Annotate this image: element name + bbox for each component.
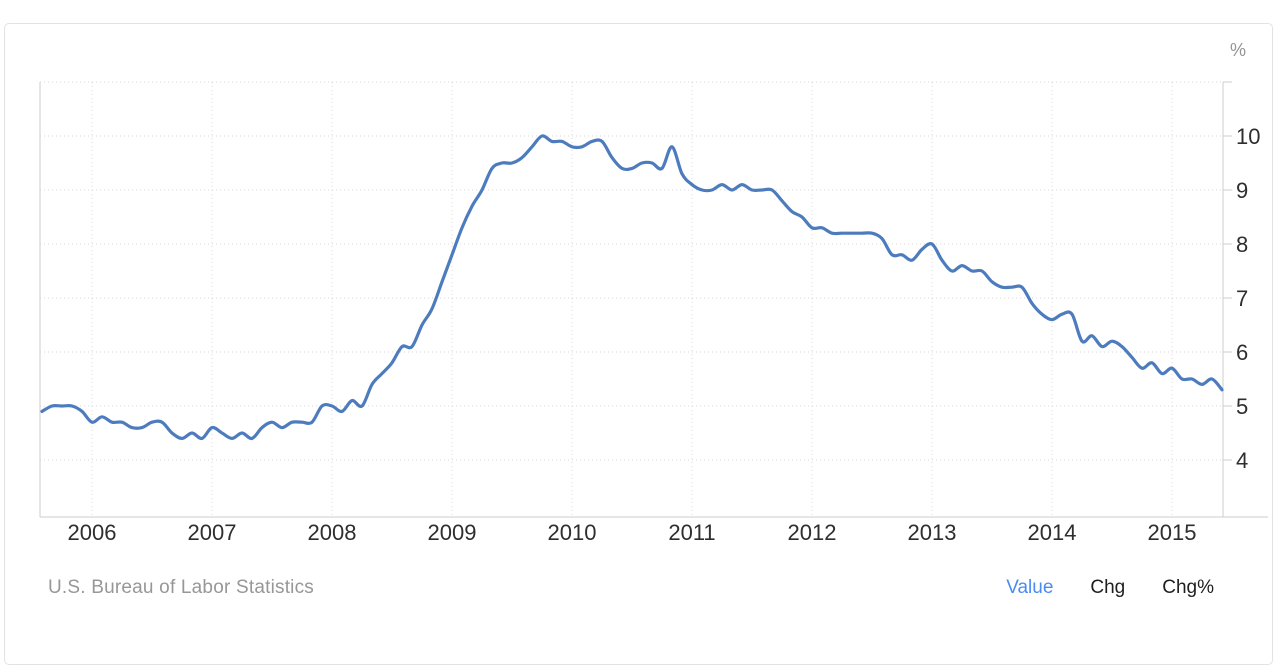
svg-text:5: 5	[1236, 394, 1248, 419]
svg-text:2015: 2015	[1148, 520, 1197, 545]
svg-text:7: 7	[1236, 286, 1248, 311]
svg-text:8: 8	[1236, 232, 1248, 257]
toggle-chg-pct[interactable]: Chg%	[1162, 577, 1214, 598]
svg-text:2011: 2011	[668, 520, 715, 545]
y-axis-unit-label: %	[1230, 40, 1247, 60]
svg-text:2007: 2007	[188, 520, 237, 545]
source-attribution: U.S. Bureau of Labor Statistics	[48, 577, 314, 598]
svg-text:9: 9	[1236, 178, 1248, 203]
axis-frame	[39, 81, 1268, 518]
series-line	[40, 134, 1224, 441]
toggle-chg[interactable]: Chg	[1090, 577, 1126, 598]
svg-text:2008: 2008	[308, 520, 357, 545]
display-mode-toggles: Value Chg Chg%	[1006, 577, 1214, 599]
y-tick-labels: 10 9 8 7 6 5 4	[1236, 124, 1260, 473]
svg-text:2013: 2013	[908, 520, 957, 545]
svg-text:6: 6	[1236, 340, 1248, 365]
svg-text:4: 4	[1236, 448, 1248, 473]
chart-card	[4, 23, 1273, 665]
svg-text:2009: 2009	[428, 520, 477, 545]
svg-text:2014: 2014	[1028, 520, 1077, 545]
toggle-value[interactable]: Value	[1006, 577, 1054, 598]
svg-text:2010: 2010	[548, 520, 597, 545]
x-tick-labels: 2006 2007 2008 2009 2010 2011 2012 2013 2014 2015	[68, 520, 1197, 545]
svg-text:2012: 2012	[788, 520, 837, 545]
svg-text:10: 10	[1236, 124, 1260, 149]
unemployment-rate-line-chart[interactable]: 10 9 8 7 6 5 4 2006 2007 2008 2009 2010 2011 2012 2013…	[0, 0, 1280, 642]
svg-text:2006: 2006	[68, 520, 117, 545]
gridlines	[40, 81, 1223, 517]
